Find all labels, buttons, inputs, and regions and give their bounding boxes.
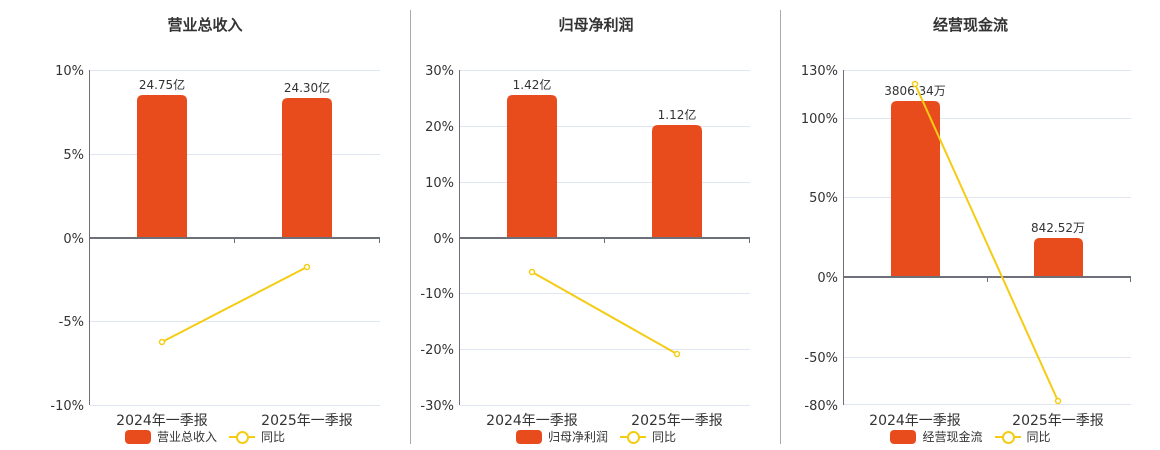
chart-panel-operating-cash-flow: 经营现金流 130% 100% 50% 0% -50% -80% 3806.34… bbox=[781, 0, 1160, 450]
y-tick: -5% bbox=[59, 315, 84, 330]
legend-bar-label[interactable]: 归母净利润 bbox=[547, 430, 608, 444]
y-tick: 20% bbox=[425, 120, 454, 135]
x-tick: 2024年一季报 bbox=[116, 413, 208, 429]
grid-lines bbox=[844, 70, 1131, 405]
y-tick: 10% bbox=[425, 176, 454, 191]
chart-title: 归母净利润 bbox=[558, 16, 634, 34]
bar-label: 24.30亿 bbox=[284, 80, 330, 95]
y-tick: -20% bbox=[420, 343, 454, 358]
chart-plot: 30% 20% 10% 0% -10% -20% -30% 1.42亿 1.12… bbox=[420, 64, 750, 429]
y-tick: 5% bbox=[63, 148, 84, 163]
y-tick: 0% bbox=[63, 232, 84, 247]
y-tick-labels: 30% 20% 10% 0% -10% -20% -30% bbox=[420, 64, 454, 414]
bar-label: 24.75亿 bbox=[139, 77, 185, 92]
legend-line-icon[interactable] bbox=[620, 430, 646, 444]
legend-bar-swatch[interactable] bbox=[890, 429, 917, 444]
yoy-point[interactable] bbox=[673, 350, 681, 358]
legend: 营业总收入 同比 bbox=[0, 428, 410, 445]
bar-2024[interactable] bbox=[507, 95, 557, 238]
legend: 经营现金流 同比 bbox=[781, 428, 1160, 445]
yoy-point[interactable] bbox=[911, 80, 919, 88]
legend-line-label[interactable]: 同比 bbox=[261, 430, 286, 444]
chart-plot: 10% 5% 0% -5% -10% 24.75亿 24.30亿 2024年一季… bbox=[50, 64, 380, 429]
x-tick-labels: 2024年一季报 2025年一季报 bbox=[116, 413, 353, 429]
bar-labels: 3806.34万 842.52万 bbox=[884, 84, 1085, 235]
yoy-point[interactable] bbox=[303, 263, 311, 271]
y-tick: 50% bbox=[809, 191, 838, 206]
bar-2024[interactable] bbox=[137, 95, 187, 238]
grid-lines bbox=[90, 70, 380, 406]
legend-line-icon[interactable] bbox=[229, 430, 255, 444]
x-tick-labels: 2024年一季报 2025年一季报 bbox=[486, 413, 723, 429]
y-tick: 100% bbox=[801, 112, 838, 127]
x-tick: 2025年一季报 bbox=[261, 413, 353, 429]
bar-labels: 24.75亿 24.30亿 bbox=[139, 77, 330, 95]
panel-separator bbox=[410, 10, 411, 444]
y-tick-labels: 130% 100% 50% 0% -50% -80% bbox=[801, 64, 838, 414]
yoy-point[interactable] bbox=[1054, 397, 1062, 405]
y-tick: -30% bbox=[420, 399, 454, 414]
y-tick: 30% bbox=[425, 64, 454, 79]
y-tick: -80% bbox=[804, 399, 838, 414]
x-tick: 2024年一季报 bbox=[869, 413, 961, 429]
chart-panel-net-profit: 归母净利润 30% 20% 10% 0% -10% -20% -30% 1.42… bbox=[411, 0, 781, 450]
panel-separator bbox=[780, 10, 781, 444]
y-tick: 10% bbox=[55, 64, 84, 79]
chart-title: 经营现金流 bbox=[932, 16, 1008, 34]
bar-2025[interactable] bbox=[282, 98, 332, 238]
legend-bar-swatch[interactable] bbox=[515, 429, 542, 444]
y-tick: -10% bbox=[50, 399, 84, 414]
y-tick: -10% bbox=[420, 287, 454, 302]
bar-2025[interactable] bbox=[1034, 238, 1083, 277]
x-tick: 2024年一季报 bbox=[486, 413, 578, 429]
x-tick: 2025年一季报 bbox=[1012, 413, 1104, 429]
chart-title: 营业总收入 bbox=[167, 16, 243, 34]
yoy-line bbox=[531, 271, 678, 355]
bar-2025[interactable] bbox=[652, 125, 702, 238]
y-tick-labels: 10% 5% 0% -5% -10% bbox=[50, 64, 84, 414]
legend-line-icon[interactable] bbox=[994, 430, 1021, 444]
x-axis bbox=[843, 276, 1131, 282]
yoy-line bbox=[914, 83, 1059, 402]
yoy-point[interactable] bbox=[528, 268, 536, 276]
bar-label: 1.42亿 bbox=[513, 77, 552, 92]
yoy-point[interactable] bbox=[158, 338, 166, 346]
legend-bar-swatch[interactable] bbox=[124, 429, 151, 444]
bar-2024[interactable] bbox=[891, 101, 940, 277]
y-tick: -50% bbox=[804, 351, 838, 366]
x-tick: 2025年一季报 bbox=[631, 413, 723, 429]
bar-label: 1.12亿 bbox=[658, 107, 697, 122]
legend: 归母净利润 同比 bbox=[411, 428, 781, 445]
chart-plot: 130% 100% 50% 0% -50% -80% 3806.34万 842.… bbox=[801, 64, 1131, 429]
legend-line-label[interactable]: 同比 bbox=[1026, 430, 1051, 444]
legend-bar-label[interactable]: 经营现金流 bbox=[922, 430, 983, 444]
bar-labels: 1.42亿 1.12亿 bbox=[513, 77, 697, 122]
x-tick-labels: 2024年一季报 2025年一季报 bbox=[869, 413, 1104, 429]
bar-label: 842.52万 bbox=[1031, 221, 1085, 235]
legend-line-label[interactable]: 同比 bbox=[652, 430, 677, 444]
chart-panel-revenue: 营业总收入 10% 5% 0% -5% -10% 24.75亿 24.30亿 bbox=[0, 0, 410, 450]
y-tick: 0% bbox=[433, 232, 454, 247]
y-tick: 130% bbox=[801, 64, 838, 79]
yoy-line bbox=[161, 266, 308, 343]
bar-label: 3806.34万 bbox=[884, 84, 946, 98]
y-tick: 0% bbox=[817, 271, 838, 286]
legend-bar-label[interactable]: 营业总收入 bbox=[156, 430, 217, 444]
x-axis bbox=[459, 237, 750, 243]
x-axis bbox=[89, 237, 380, 243]
